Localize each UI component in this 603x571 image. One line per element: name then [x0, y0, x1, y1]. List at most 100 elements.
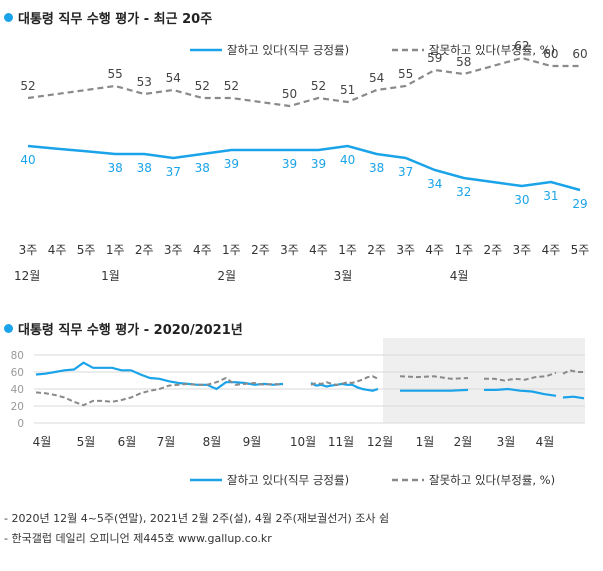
chart1-disapprove-data-label: 55: [398, 67, 413, 81]
chart1-x-tick-label: 2주: [251, 243, 270, 257]
chart2-series-approve-line: [484, 387, 557, 397]
chart1-x-tick-label: 2주: [483, 243, 502, 257]
chart1-approve-data-label: 39: [282, 157, 297, 171]
bullet-dot-icon: [4, 324, 13, 333]
chart1-legend-approve: 잘하고 있다(직무 긍정률): [227, 43, 349, 57]
chart1-x-tick-label: 1주: [338, 243, 357, 257]
chart2-x-tick-label: 4월: [536, 435, 555, 449]
chart2-x-tick-label: 10월: [290, 435, 316, 449]
chart1-disapprove-data-label: 52: [224, 79, 239, 93]
chart1-x-tick-label: 3주: [513, 243, 532, 257]
chart2-series-disapprove-line: [310, 375, 379, 386]
chart1-x-tick-label: 1주: [454, 243, 473, 257]
chart2-series-disapprove-line: [484, 371, 557, 382]
chart2-title-text: 대통령 직무 수행 평가 - 2020/2021년: [18, 323, 243, 338]
chart1-disapprove-data-label: 59: [427, 51, 442, 65]
chart1-month-label: 12월: [14, 269, 40, 283]
chart1-approve-data-label: 38: [137, 161, 152, 175]
chart1-x-tick-label: 4주: [193, 243, 212, 257]
chart1-x-tick-label: 5주: [77, 243, 96, 257]
chart1-approve-data-label: 34: [427, 177, 442, 191]
chart2-y-tick-label: 0: [17, 418, 24, 430]
chart2-x-tick-label: 4월: [33, 435, 52, 449]
chart1-series-approve-line: [27, 144, 581, 192]
chart1-x-tick-label: 3주: [280, 243, 299, 257]
chart2-series-disapprove-line: [35, 376, 284, 407]
chart1-disapprove-data-label: 58: [456, 55, 471, 69]
footnote-2: - 한국갤럽 데일리 오피니언 제445호 www.gallup.co.kr: [4, 532, 272, 545]
chart1-disapprove-data-label: 60: [543, 47, 558, 61]
chart2-series-approve-line: [35, 361, 284, 391]
chart1-series-disapprove-line: [27, 56, 580, 108]
chart1-approve-data-label: 32: [456, 185, 471, 199]
chart2-x-tick-label: 7월: [157, 435, 176, 449]
chart2-x-tick-label: 6월: [118, 435, 137, 449]
chart2-title: 대통령 직무 수행 평가 - 2020/2021년: [4, 319, 243, 338]
chart1-x-tick-label: 2주: [135, 243, 154, 257]
chart1-approve-data-label: 39: [224, 157, 239, 171]
chart1-x-tick-label: 4주: [425, 243, 444, 257]
chart1-disapprove-data-label: 52: [20, 79, 35, 93]
chart1-month-label: 3월: [334, 269, 353, 283]
chart1-approve-data-label: 38: [108, 161, 123, 175]
chart1-x-tick-label: 3주: [19, 243, 38, 257]
chart1-approve-data-label: 29: [572, 197, 587, 211]
chart2-x-tick-label: 12월: [367, 435, 393, 449]
chart1-disapprove-data-label: 50: [282, 87, 297, 101]
chart1-title-text: 대통령 직무 수행 평가 - 최근 20주: [18, 12, 213, 27]
chart1-disapprove-data-label: 52: [311, 79, 326, 93]
chart2-x-tick-label: 3월: [497, 435, 516, 449]
chart2-series-approve-line: [400, 388, 469, 392]
chart1-approve-data-label: 38: [195, 161, 210, 175]
chart2-x-tick-label: 8월: [203, 435, 222, 449]
chart1-x-tick-label: 4주: [48, 243, 67, 257]
chart1-approve-data-label: 40: [20, 153, 35, 167]
chart1-x-tick-label: 2주: [367, 243, 386, 257]
chart1-x-tick-label: 1주: [222, 243, 241, 257]
chart2-x-tick-label: 5월: [77, 435, 96, 449]
chart2-x-tick-label: 2월: [454, 435, 473, 449]
chart2-series-approve-line: [562, 395, 585, 400]
chart2-legend-approve: 잘하고 있다(직무 긍정률): [227, 473, 349, 487]
chart1-approve-data-label: 38: [369, 161, 384, 175]
chart2-y-tick-label: 60: [11, 367, 24, 379]
chart1-approve-data-label: 31: [543, 189, 558, 203]
chart1-disapprove-data-label: 54: [166, 71, 181, 85]
chart2-shaded-range: [383, 338, 585, 423]
bullet-dot-icon: [4, 13, 13, 22]
chart1-x-tick-label: 4주: [309, 243, 328, 257]
chart1-x-tick-label: 4주: [542, 243, 561, 257]
chart2-series-approve-line: [310, 382, 379, 392]
chart1-approve-data-label: 37: [166, 165, 181, 179]
chart1-approve-data-label: 39: [311, 157, 326, 171]
chart2-y-tick-label: 80: [11, 350, 24, 362]
chart2-x-tick-label: 1월: [416, 435, 435, 449]
chart1-disapprove-data-label: 51: [340, 83, 355, 97]
chart1-x-tick-label: 5주: [571, 243, 590, 257]
chart1-disapprove-data-label: 55: [108, 67, 123, 81]
chart2-x-tick-label: 11월: [328, 435, 354, 449]
chart1-month-label: 2월: [217, 269, 236, 283]
chart1-approve-data-label: 30: [514, 193, 529, 207]
chart1-disapprove-data-label: 52: [195, 79, 210, 93]
chart1-plot: 잘하고 있다(직무 긍정률) 잘못하고 있다(부정률, %) 52 55 53 54 5…: [14, 39, 590, 283]
chart1-approve-data-label: 40: [340, 153, 355, 167]
chart1-month-label: 4월: [450, 269, 469, 283]
chart1-legend-disapprove: 잘못하고 있다(부정률, %): [429, 43, 555, 57]
footnote-1: - 2020년 12월 4~5주(연말), 2021년 2월 2주(설), 4월…: [4, 512, 390, 525]
chart1-title: 대통령 직무 수행 평가 - 최근 20주: [4, 8, 212, 27]
chart2-series-disapprove-line: [562, 369, 584, 375]
chart2-series-disapprove-line: [399, 375, 469, 380]
chart1-x-tick-label: 1주: [106, 243, 125, 257]
chart1-disapprove-data-label: 54: [369, 71, 384, 85]
chart1-disapprove-data-label: 53: [137, 75, 152, 89]
chart1-x-tick-label: 3주: [396, 243, 415, 257]
chart2-legend-disapprove: 잘못하고 있다(부정률, %): [429, 473, 555, 487]
chart1-disapprove-data-label: 60: [572, 47, 587, 61]
chart1-approve-data-label: 37: [398, 165, 413, 179]
chart1-month-label: 1월: [101, 269, 120, 283]
chart2-y-tick-label: 20: [11, 401, 24, 413]
chart2-y-tick-label: 40: [11, 384, 24, 396]
chart1-disapprove-data-label: 62: [514, 39, 529, 53]
